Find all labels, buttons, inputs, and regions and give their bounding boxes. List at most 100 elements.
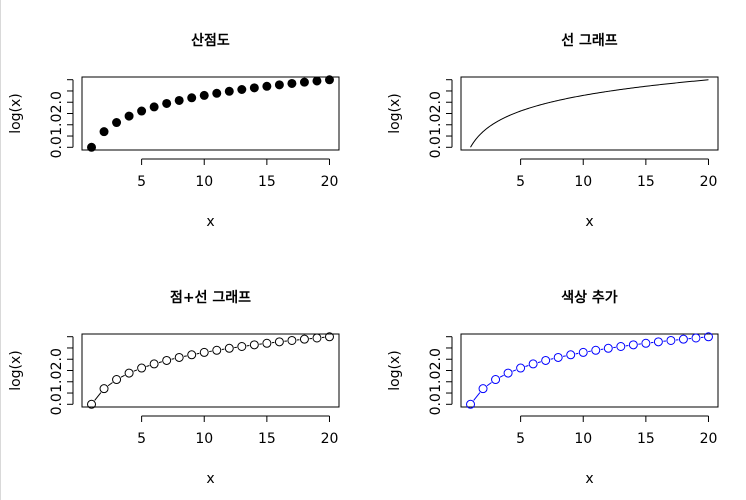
x-tick-label: 10 (195, 174, 213, 190)
y-tick-label: 0.0 (49, 393, 65, 415)
data-point (112, 375, 122, 385)
series-segment (537, 361, 541, 364)
y-tick-label: 0.0 (428, 136, 444, 158)
series-segment (575, 352, 579, 355)
data-point (99, 127, 109, 137)
chart-panel-line: 선 그래프 5 10 15 20 0.01.02.0 x log(x) (387, 33, 719, 230)
chart-title: 산점도 (191, 32, 230, 49)
y-axis-label: log(x) (387, 350, 403, 391)
y-tick-label: 1.0 (49, 114, 65, 136)
data-point (99, 384, 109, 394)
x-tick-label: 5 (137, 174, 146, 190)
data-point (312, 76, 322, 86)
y-tick-label: 2.0 (49, 91, 65, 113)
y-tick-label: 0.0 (49, 136, 65, 158)
x-tick-label: 10 (574, 431, 592, 447)
data-point (124, 111, 134, 121)
data-point (312, 333, 322, 343)
data-point (541, 355, 551, 365)
data-point (187, 93, 197, 103)
data-point (137, 363, 147, 373)
x-tick-label: 15 (637, 431, 655, 447)
x-axis-label: x (206, 471, 214, 487)
data-point (162, 355, 172, 365)
data-point (324, 75, 334, 85)
x-axis-label: x (585, 214, 593, 230)
series-segment (171, 358, 175, 360)
data-point (124, 368, 134, 378)
data-point (224, 343, 234, 353)
data-point (174, 352, 184, 362)
x-tick-label: 15 (258, 174, 276, 190)
window-left-border (0, 0, 1, 500)
data-point (224, 86, 234, 96)
y-axis-label: log(x) (8, 350, 24, 391)
chart-title: 선 그래프 (561, 33, 618, 49)
series-segment (486, 382, 492, 387)
y-tick-label: 0.0 (428, 393, 444, 415)
data-point (237, 85, 247, 95)
series-segment (473, 392, 481, 401)
y-tick-label: 2.0 (428, 348, 444, 370)
data-point (299, 77, 309, 87)
x-tick-label: 20 (321, 431, 339, 447)
data-point (466, 399, 476, 409)
data-point (274, 80, 284, 90)
chart-title: 색상 추가 (561, 290, 618, 306)
data-point (87, 142, 97, 152)
data-point (262, 81, 272, 91)
data-point (666, 335, 676, 345)
y-tick-label: 1.0 (49, 371, 65, 393)
data-point (641, 338, 651, 348)
data-point (628, 340, 638, 350)
data-point (174, 95, 184, 105)
x-tick-label: 10 (574, 174, 592, 190)
chart-panel-colored: 색상 추가 5 10 15 20 0.01.02.0 x log(x) (387, 290, 719, 487)
data-point (324, 332, 334, 342)
x-tick-label: 15 (637, 174, 655, 190)
data-point (137, 106, 147, 116)
data-point (678, 334, 688, 344)
series-segment (196, 352, 200, 355)
chart-title: 점+선 그래프 (170, 289, 251, 306)
data-point (528, 359, 538, 369)
series-segment (183, 355, 187, 357)
data-point (87, 399, 97, 409)
plot-frame (460, 333, 719, 408)
series-segment (146, 365, 150, 367)
y-axis-label: log(x) (8, 93, 24, 134)
x-tick-label: 5 (516, 431, 525, 447)
plot-frame (81, 333, 340, 408)
series-segment (107, 382, 113, 387)
series-segment (512, 369, 517, 372)
x-tick-label: 20 (700, 174, 718, 190)
data-point (162, 98, 172, 108)
y-axis-label: log(x) (387, 93, 403, 134)
data-point (287, 78, 297, 88)
series-segment (499, 374, 504, 378)
chart-panel-scatter: 산점도 5 10 15 20 0.01.02.0 x log(x) (8, 32, 340, 230)
series-segment (133, 369, 138, 372)
data-point (237, 342, 247, 352)
data-point (578, 347, 588, 357)
data-point (603, 343, 613, 353)
data-point (249, 83, 259, 93)
x-axis-label: x (585, 471, 593, 487)
series-segment (525, 365, 529, 367)
data-point (149, 102, 159, 112)
data-point (703, 332, 713, 342)
data-point (199, 347, 209, 357)
x-tick-label: 15 (258, 431, 276, 447)
series-segment (94, 392, 102, 401)
data-point (616, 342, 626, 352)
data-point (591, 345, 601, 355)
data-point (287, 335, 297, 345)
data-point (212, 345, 222, 355)
data-point (187, 350, 197, 360)
x-tick-label: 20 (700, 431, 718, 447)
data-point (274, 337, 284, 347)
data-point (149, 359, 159, 369)
data-point (653, 337, 663, 347)
y-tick-label: 1.0 (428, 114, 444, 136)
